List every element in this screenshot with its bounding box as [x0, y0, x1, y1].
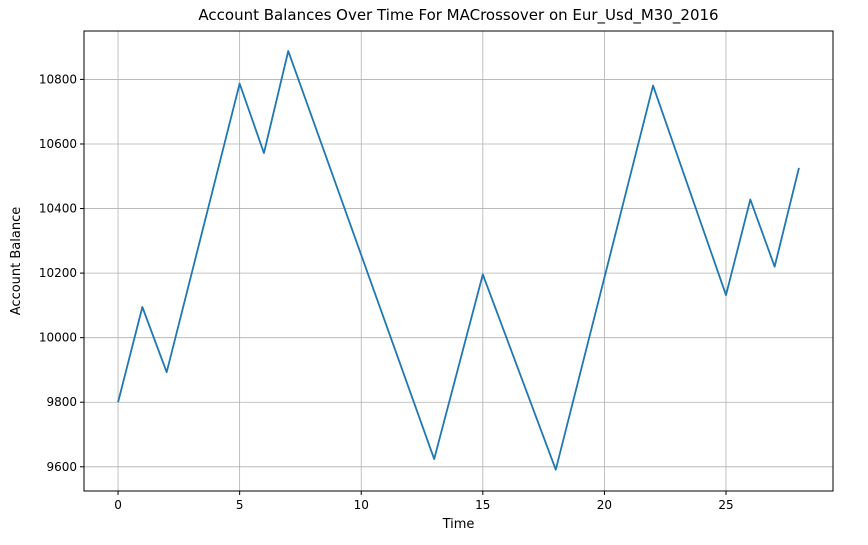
y-axis-ticks: 9600 9800 10000 10200 10400 10600 10800: [39, 72, 84, 474]
x-tick-label: 10: [354, 498, 369, 512]
x-axis-ticks: 0 5 10 15 20 25: [114, 491, 734, 512]
x-tick-label: 20: [597, 498, 612, 512]
y-tick-label: 10400: [39, 202, 77, 216]
series-line: [117, 50, 800, 471]
x-tick-label: 25: [718, 498, 733, 512]
x-tick-label: 0: [114, 498, 122, 512]
y-tick-label: 10000: [39, 331, 77, 345]
x-tick-label: 15: [475, 498, 490, 512]
series-layer: [117, 50, 800, 471]
y-tick-label: 10200: [39, 266, 77, 280]
chart-title: Account Balances Over Time For MACrossov…: [198, 6, 718, 25]
x-tick-label: 5: [236, 498, 244, 512]
plot-frame: [83, 30, 834, 492]
y-tick-label: 9800: [46, 395, 77, 409]
x-axis-label: Time: [442, 517, 475, 532]
grid: [84, 31, 833, 491]
y-axis-label: Account Balance: [9, 207, 24, 315]
y-tick-label: 10600: [39, 137, 77, 151]
y-tick-label: 10800: [39, 72, 77, 86]
y-tick-label: 9600: [46, 460, 77, 474]
